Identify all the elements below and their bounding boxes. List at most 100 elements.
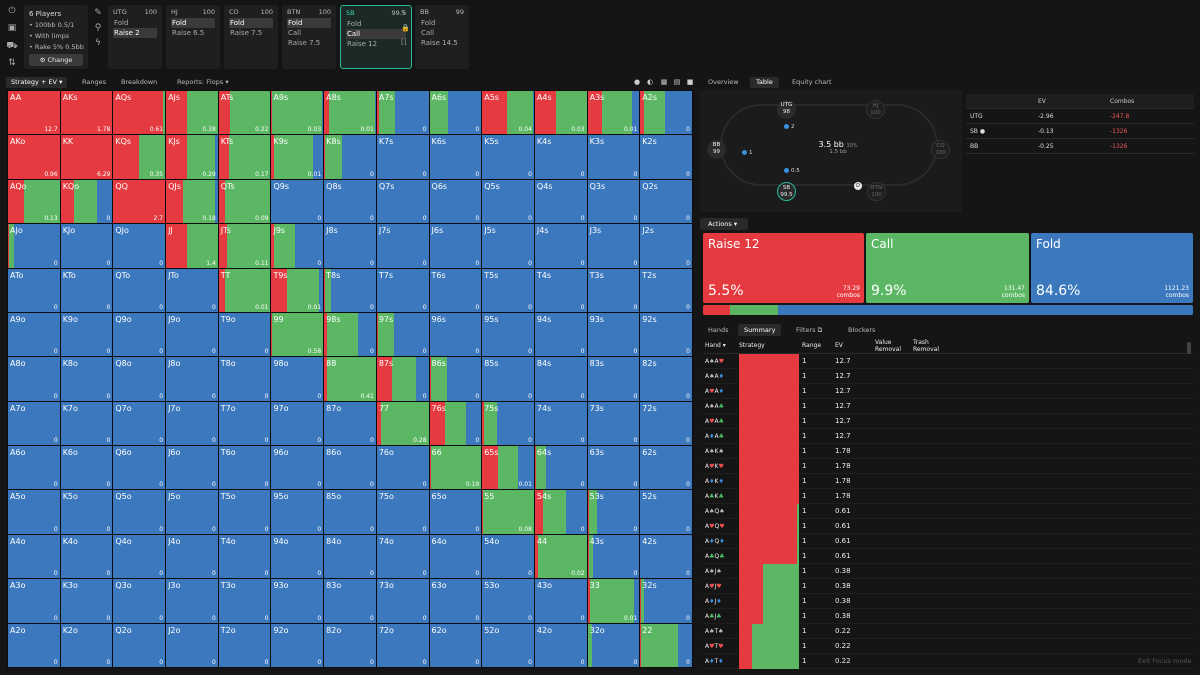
hand-cell[interactable]: KJs 0.29 [166,135,218,179]
hand-row[interactable]: A♥K♥ 1 1.78 [703,458,1193,474]
position-btn[interactable]: BTN 100 Fold Call Raise 7.5 [282,5,336,69]
hand-cell[interactable]: K6o 0 [60,446,113,490]
hand-cell[interactable]: Q2o 0 [113,623,166,667]
hand-cell[interactable]: QJs 0.18 [166,179,218,224]
hand-cell[interactable]: 32s 0 [640,579,692,623]
hand-cell[interactable]: J9s 0 [271,224,324,268]
hand-cell[interactable]: 97o 0 [271,401,324,446]
pencil-icon[interactable]: ✎ [401,9,407,17]
hand-cell[interactable]: A2s 0 [640,91,692,135]
hand-cell[interactable]: 84o 0 [324,534,376,579]
position-co[interactable]: CO 100 Fold Raise 7.5 [224,5,278,69]
hand-cell[interactable]: A4o 0 [8,534,60,579]
seat-hj[interactable]: HJ 100 [866,100,885,119]
position-utg[interactable]: UTG 100 Fold Raise 2 [108,5,162,69]
exit-focus-mode[interactable]: Exit Focus mode [1138,657,1192,665]
hand-cell[interactable]: 72s 0 [640,401,692,446]
hand-row[interactable]: A♦T♦ 1 0.22 [703,653,1193,669]
hand-cell[interactable]: 98o 0 [271,357,324,401]
tab-reports[interactable]: Reports: Flops ▾ [172,77,234,88]
hand-cell[interactable]: 97s 0 [376,312,429,357]
hand-cell[interactable]: K9o 0 [60,312,113,357]
hand-cell[interactable]: 73s 0 [587,401,640,446]
hand-cell[interactable]: 42o 0 [534,623,587,667]
hand-cell[interactable]: 87o 0 [324,401,376,446]
hand-cell[interactable]: K6s 0 [429,135,482,179]
position-action[interactable]: Raise 14.5 [421,39,458,47]
grid-icon[interactable]: ▤ [673,78,681,86]
hand-cell[interactable]: 85s 0 [482,357,534,401]
hand-cell[interactable]: AQs 0.61 [113,91,166,135]
col-range[interactable]: Range [802,342,822,349]
col-ev[interactable]: EV [835,342,843,349]
hand-cell[interactable]: 88 0.41 [324,357,376,401]
hand-cell[interactable]: 73o 0 [376,579,429,623]
hand-cell[interactable]: JTo 0 [166,268,218,312]
hand-row[interactable]: A♠A♣ 1 12.7 [703,398,1193,414]
hand-cell[interactable]: 92o 0 [271,623,324,667]
hand-cell[interactable]: A5s 0.04 [482,91,534,135]
hand-cell[interactable]: K2o 0 [60,623,113,667]
hand-cell[interactable]: 98s 0 [324,312,376,357]
hand-cell[interactable]: J4s 0 [534,224,587,268]
hand-cell[interactable]: J7o 0 [166,401,218,446]
action-box-raise-12[interactable]: Raise 12 5.5% 73.29 combos [703,233,864,303]
save-icon[interactable]: ▣ [7,23,17,34]
hand-cell[interactable]: A3o 0 [8,579,60,623]
change-button[interactable]: ⚙ Change [29,54,83,66]
hand-cell[interactable]: ATs 0.22 [218,91,271,135]
hand-cell[interactable]: T9o 0 [218,312,271,357]
hand-cell[interactable]: T2o 0 [218,623,271,667]
hand-cell[interactable]: 64o 0 [429,534,482,579]
hand-cell[interactable]: 52o 0 [482,623,534,667]
seat-co[interactable]: CO 100 [931,140,950,159]
position-action[interactable]: Fold [171,18,215,28]
lock-icon[interactable]: 🔒 [401,24,410,32]
hand-cell[interactable]: T5o 0 [218,490,271,534]
hand-cell[interactable]: K5s 0 [482,135,534,179]
hand-cell[interactable]: 62s 0 [640,446,692,490]
hand-cell[interactable]: 96s 0 [429,312,482,357]
hand-cell[interactable]: A9s 0.03 [271,91,324,135]
hand-cell[interactable]: 75s 0 [482,401,534,446]
hand-cell[interactable]: 52s 0 [640,490,692,534]
hand-cell[interactable]: 64s 0 [534,446,587,490]
hand-cell[interactable]: J6o 0 [166,446,218,490]
hand-cell[interactable]: T3o 0 [218,579,271,623]
hand-cell[interactable]: A5o 0 [8,490,60,534]
actions-dropdown[interactable]: Actions ▾ [700,218,748,230]
position-bb[interactable]: BB 99 Fold Call Raise 14.5 [415,5,469,69]
contrast-icon[interactable]: ◐ [646,78,654,86]
hand-cell[interactable]: 62o 0 [429,623,482,667]
hand-cell[interactable]: A4s 0.03 [534,91,587,135]
square-icon[interactable]: ■ [686,78,694,86]
bolt-icon[interactable]: ϟ [95,38,101,48]
hand-cell[interactable]: Q5o 0 [113,490,166,534]
hand-cell[interactable]: 72o 0 [376,623,429,667]
hand-cell[interactable]: A6o 0 [8,446,60,490]
hand-cell[interactable]: AJs 0.38 [166,91,218,135]
hand-cell[interactable]: T6s 0 [429,268,482,312]
hand-cell[interactable]: Q6o 0 [113,446,166,490]
hand-cell[interactable]: J7s 0 [376,224,429,268]
seat-bb[interactable]: BB 99 [707,140,726,159]
hand-cell[interactable]: K8o 0 [60,357,113,401]
hand-cell[interactable]: K5o 0 [60,490,113,534]
hand-row[interactable]: A♣K♣ 1 1.78 [703,488,1193,504]
hand-cell[interactable]: 99 0.58 [271,312,324,357]
hand-cell[interactable]: K8s 0 [324,135,376,179]
hand-cell[interactable]: 94o 0 [271,534,324,579]
hand-cell[interactable]: 65o 0 [429,490,482,534]
hand-cell[interactable]: AKo 0.96 [8,135,60,179]
hand-row[interactable]: A♠A♦ 1 12.7 [703,368,1193,384]
hand-cell[interactable]: 63s 0 [587,446,640,490]
hand-cell[interactable]: KJo 0 [60,224,113,268]
hand-cell[interactable]: J3s 0 [587,224,640,268]
hand-cell[interactable]: 76s 0 [429,401,482,446]
hand-cell[interactable]: 95o 0 [271,490,324,534]
position-action[interactable]: Call [421,29,435,37]
hand-cell[interactable]: Q8o 0 [113,357,166,401]
hand-cell[interactable]: 83o 0 [324,579,376,623]
hand-cell[interactable]: J4o 0 [166,534,218,579]
hand-row[interactable]: A♥J♥ 1 0.38 [703,578,1193,594]
